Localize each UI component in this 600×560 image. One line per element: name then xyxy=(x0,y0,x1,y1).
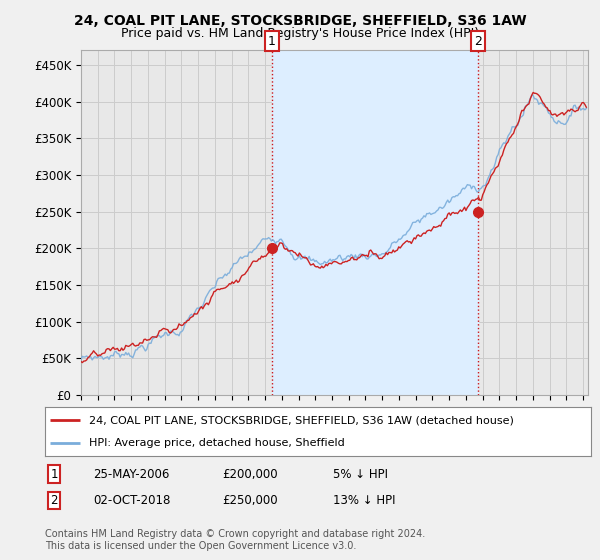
Text: 2: 2 xyxy=(475,35,482,48)
Text: £200,000: £200,000 xyxy=(222,468,278,480)
Text: Contains HM Land Registry data © Crown copyright and database right 2024.
This d: Contains HM Land Registry data © Crown c… xyxy=(45,529,425,551)
Text: 02-OCT-2018: 02-OCT-2018 xyxy=(93,494,170,507)
Text: 2: 2 xyxy=(50,494,58,507)
Text: 1: 1 xyxy=(50,468,58,480)
Text: 5% ↓ HPI: 5% ↓ HPI xyxy=(333,468,388,480)
Text: 24, COAL PIT LANE, STOCKSBRIDGE, SHEFFIELD, S36 1AW: 24, COAL PIT LANE, STOCKSBRIDGE, SHEFFIE… xyxy=(74,14,526,28)
Bar xyxy=(272,50,478,395)
Text: 13% ↓ HPI: 13% ↓ HPI xyxy=(333,494,395,507)
Text: 24, COAL PIT LANE, STOCKSBRIDGE, SHEFFIELD, S36 1AW (detached house): 24, COAL PIT LANE, STOCKSBRIDGE, SHEFFIE… xyxy=(89,416,514,426)
Text: Price paid vs. HM Land Registry's House Price Index (HPI): Price paid vs. HM Land Registry's House … xyxy=(121,27,479,40)
Text: £250,000: £250,000 xyxy=(222,494,278,507)
Text: 25-MAY-2006: 25-MAY-2006 xyxy=(93,468,169,480)
Text: HPI: Average price, detached house, Sheffield: HPI: Average price, detached house, Shef… xyxy=(89,438,344,448)
Text: 1: 1 xyxy=(268,35,275,48)
